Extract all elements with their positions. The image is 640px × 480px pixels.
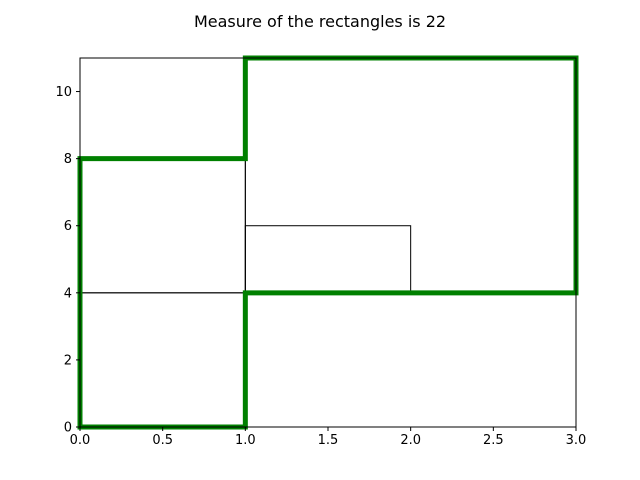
x-axis: 0.0 0.5 1.0 1.5 2.0 2.5 3.0 xyxy=(70,427,587,448)
x-tick-label: 0.0 xyxy=(70,433,91,448)
y-tick-label: 4 xyxy=(64,286,72,301)
y-axis: 0 2 4 6 8 10 xyxy=(55,85,80,436)
y-tick-label: 8 xyxy=(64,152,72,167)
rectangle-1 xyxy=(79,292,246,428)
y-tick-label: 0 xyxy=(64,421,72,436)
x-tick-label: 2.0 xyxy=(400,433,421,448)
axes-frame xyxy=(79,57,577,428)
perimeter-boundary xyxy=(77,55,579,430)
boundary-layer xyxy=(77,55,579,430)
y-tick-label: 10 xyxy=(55,85,72,100)
x-tick-label: 0.5 xyxy=(152,433,173,448)
x-tick-label: 2.5 xyxy=(483,433,504,448)
chart-title: Measure of the rectangles is 22 xyxy=(193,12,447,31)
rectangle-2 xyxy=(79,158,246,294)
x-tick-label: 1.5 xyxy=(318,433,339,448)
y-tick-label: 6 xyxy=(64,219,72,234)
rectangle-3 xyxy=(244,225,412,294)
rectangles-layer xyxy=(79,57,577,428)
x-tick-label: 3.0 xyxy=(566,433,587,448)
y-tick-label: 2 xyxy=(64,353,72,368)
x-tick-label: 1.0 xyxy=(235,433,256,448)
